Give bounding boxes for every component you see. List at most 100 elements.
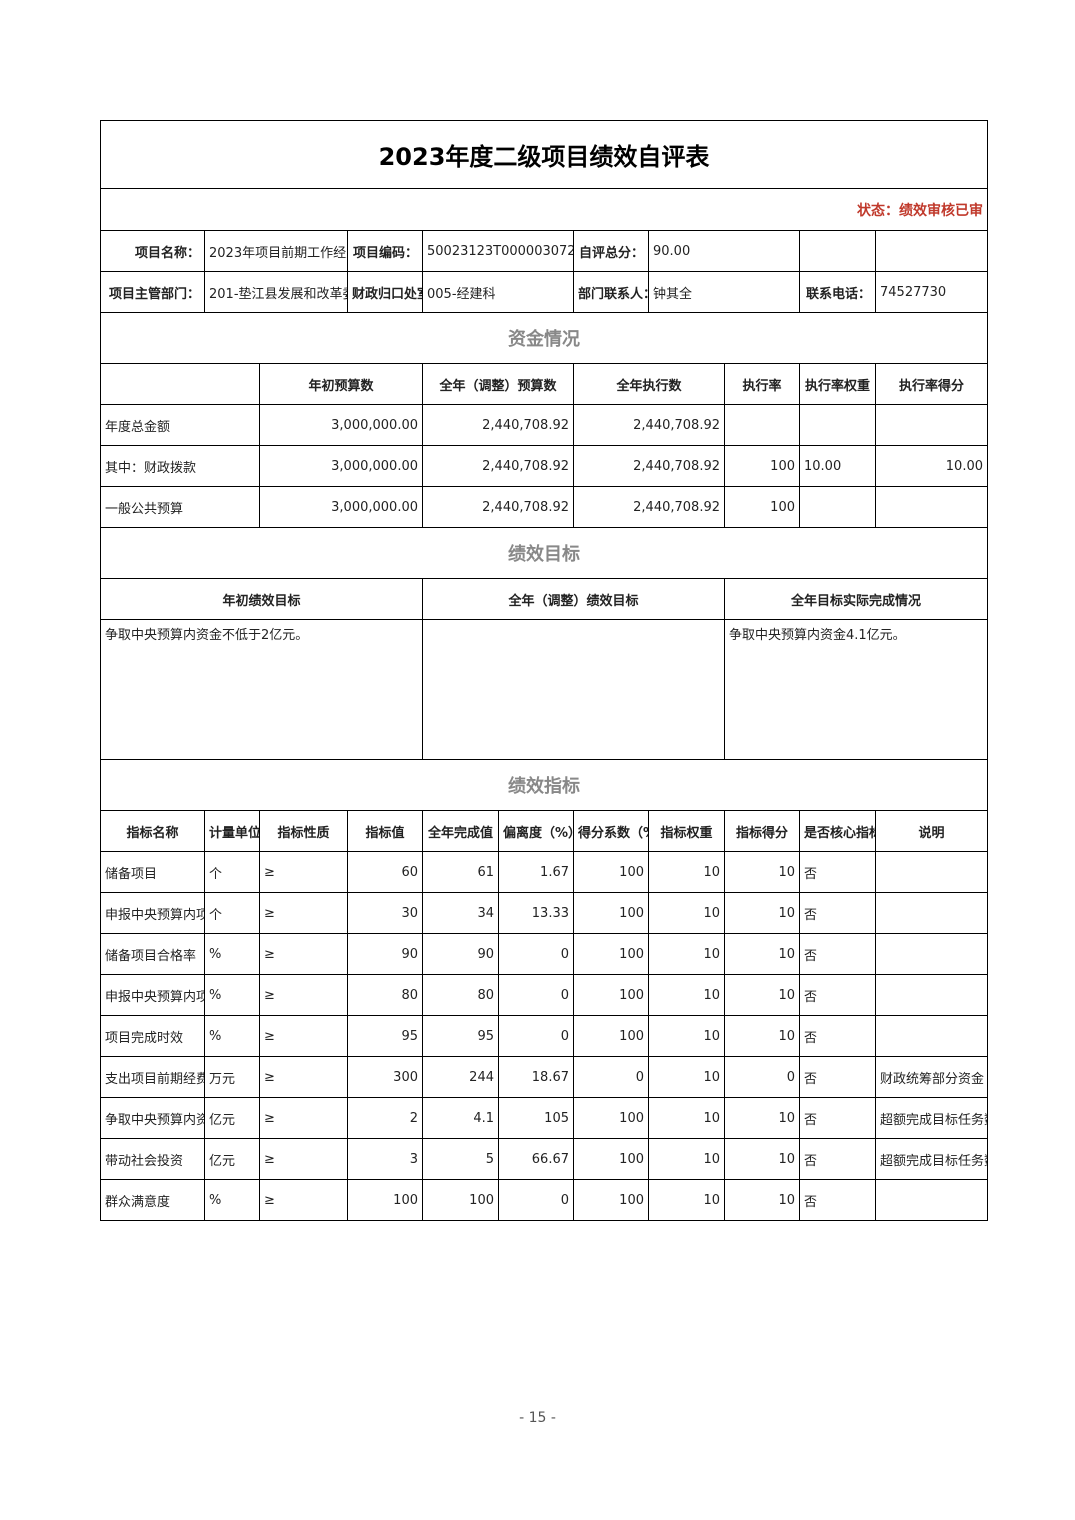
indicator-header: 全年完成值	[422, 810, 499, 852]
funds-cell	[875, 404, 988, 446]
indicator-cell: 60	[347, 851, 423, 893]
indicator-header: 指标名称	[100, 810, 205, 852]
funds-cell: 3,000,000.00	[259, 404, 423, 446]
funds-cell: 2,440,708.92	[573, 445, 725, 487]
contact: 钟其全	[648, 271, 800, 313]
indicator-cell: 10	[648, 1138, 725, 1180]
indicators-section-title: 绩效指标	[100, 759, 988, 811]
indicator-cell: 10	[724, 892, 800, 934]
project-name-label: 项目名称：	[100, 230, 205, 272]
project-code: 50023123T000003072117	[422, 230, 574, 272]
goal-header: 年初绩效目标	[100, 578, 423, 620]
table-row: 项目完成时效% ≥95 95 0 100 10 10 否	[100, 1015, 988, 1057]
funds-cell: 3,000,000.00	[259, 486, 423, 528]
indicator-cell: 244	[422, 1056, 499, 1098]
funds-cell	[724, 404, 800, 446]
indicator-cell: 100	[422, 1179, 499, 1221]
indicator-cell: 0	[573, 1056, 649, 1098]
score-label: 自评总分：	[573, 230, 649, 272]
office-label: 财政归口处室：	[347, 271, 423, 313]
funds-cell: 100	[724, 486, 800, 528]
self-evaluation-table: 2023年度二级项目绩效自评表 状态：绩效审核已审 项目名称： 2023年项目前…	[100, 120, 988, 1221]
funds-header	[100, 363, 260, 405]
indicator-cell	[875, 1015, 988, 1057]
indicator-cell: 带动社会投资	[100, 1138, 205, 1180]
indicator-cell: 10	[648, 1097, 725, 1139]
indicator-cell: ≥	[259, 1097, 348, 1139]
page-number: - 15 -	[519, 1410, 556, 1426]
indicator-cell: ≥	[259, 1015, 348, 1057]
indicator-cell: 300	[347, 1056, 423, 1098]
indicator-cell: 100	[573, 933, 649, 975]
funds-cell: 2,440,708.92	[422, 404, 574, 446]
indicator-cell: 万元	[204, 1056, 260, 1098]
indicator-header: 指标得分	[724, 810, 800, 852]
funds-header: 执行率权重	[799, 363, 876, 405]
indicator-cell: 否	[799, 1179, 876, 1221]
indicator-cell: 100	[573, 974, 649, 1016]
funds-cell: 一般公共预算	[100, 486, 260, 528]
indicator-cell: 超额完成目标任务数	[875, 1097, 988, 1139]
indicator-cell: ≥	[259, 892, 348, 934]
funds-header: 执行率	[724, 363, 800, 405]
indicator-cell: 34	[422, 892, 499, 934]
funds-cell: 2,440,708.92	[422, 445, 574, 487]
indicator-cell: 否	[799, 1015, 876, 1057]
indicator-cell: 90	[347, 933, 423, 975]
indicator-cell: 争取中央预算内资金	[100, 1097, 205, 1139]
funds-row: 其中：财政拨款 3,000,000.00 2,440,708.92 2,440,708…	[100, 445, 988, 487]
blank-cell	[875, 230, 988, 272]
score: 90.00	[648, 230, 800, 272]
indicator-cell: 100	[573, 851, 649, 893]
indicator-cell: ≥	[259, 851, 348, 893]
indicator-cell: 2	[347, 1097, 423, 1139]
indicator-cell: 10	[648, 933, 725, 975]
indicator-cell: %	[204, 974, 260, 1016]
indicator-cell	[875, 892, 988, 934]
indicator-header: 说明	[875, 810, 988, 852]
indicator-cell: 个	[204, 892, 260, 934]
funds-header: 年初预算数	[259, 363, 423, 405]
indicator-cell: ≥	[259, 974, 348, 1016]
indicator-cell: 否	[799, 1138, 876, 1180]
goal-header: 全年（调整）绩效目标	[422, 578, 725, 620]
indicator-cell: 0	[498, 933, 574, 975]
indicator-cell: 10	[648, 892, 725, 934]
indicator-cell: 10	[724, 974, 800, 1016]
indicator-cell: 否	[799, 933, 876, 975]
table-row: 储备项目个 ≥60 61 1.67 100 10 10 否	[100, 851, 988, 893]
indicator-header: 指标值	[347, 810, 423, 852]
funds-cell: 3,000,000.00	[259, 445, 423, 487]
funds-cell: 10.00	[875, 445, 988, 487]
indicator-cell: 0	[498, 1179, 574, 1221]
office: 005-经建科	[422, 271, 574, 313]
funds-cell	[875, 486, 988, 528]
indicator-header: 指标性质	[259, 810, 348, 852]
indicator-cell: 申报中央预算内项目	[100, 892, 205, 934]
indicator-cell: 95	[347, 1015, 423, 1057]
indicator-cell: 否	[799, 1056, 876, 1098]
indicator-header: 是否核心指标	[799, 810, 876, 852]
indicator-cell: 申报中央预算内项目合	[100, 974, 205, 1016]
indicator-cell: 61	[422, 851, 499, 893]
indicator-cell: 80	[422, 974, 499, 1016]
indicator-cell: 储备项目	[100, 851, 205, 893]
indicator-cell: 储备项目合格率	[100, 933, 205, 975]
indicator-cell	[875, 974, 988, 1016]
indicator-cell: 4.1	[422, 1097, 499, 1139]
phone: 74527730	[875, 271, 988, 313]
funds-cell: 100	[724, 445, 800, 487]
indicator-cell	[875, 1179, 988, 1221]
indicator-cell: 财政统筹部分资金	[875, 1056, 988, 1098]
status-badge: 状态：绩效审核已审	[100, 188, 988, 231]
funds-cell: 2,440,708.92	[573, 486, 725, 528]
indicator-cell: 10	[724, 1179, 800, 1221]
indicator-cell: 10	[724, 933, 800, 975]
funds-cell: 其中：财政拨款	[100, 445, 260, 487]
goal-header: 全年目标实际完成情况	[724, 578, 988, 620]
indicator-cell: 105	[498, 1097, 574, 1139]
indicator-cell: ≥	[259, 1179, 348, 1221]
blank-cell	[799, 230, 876, 272]
